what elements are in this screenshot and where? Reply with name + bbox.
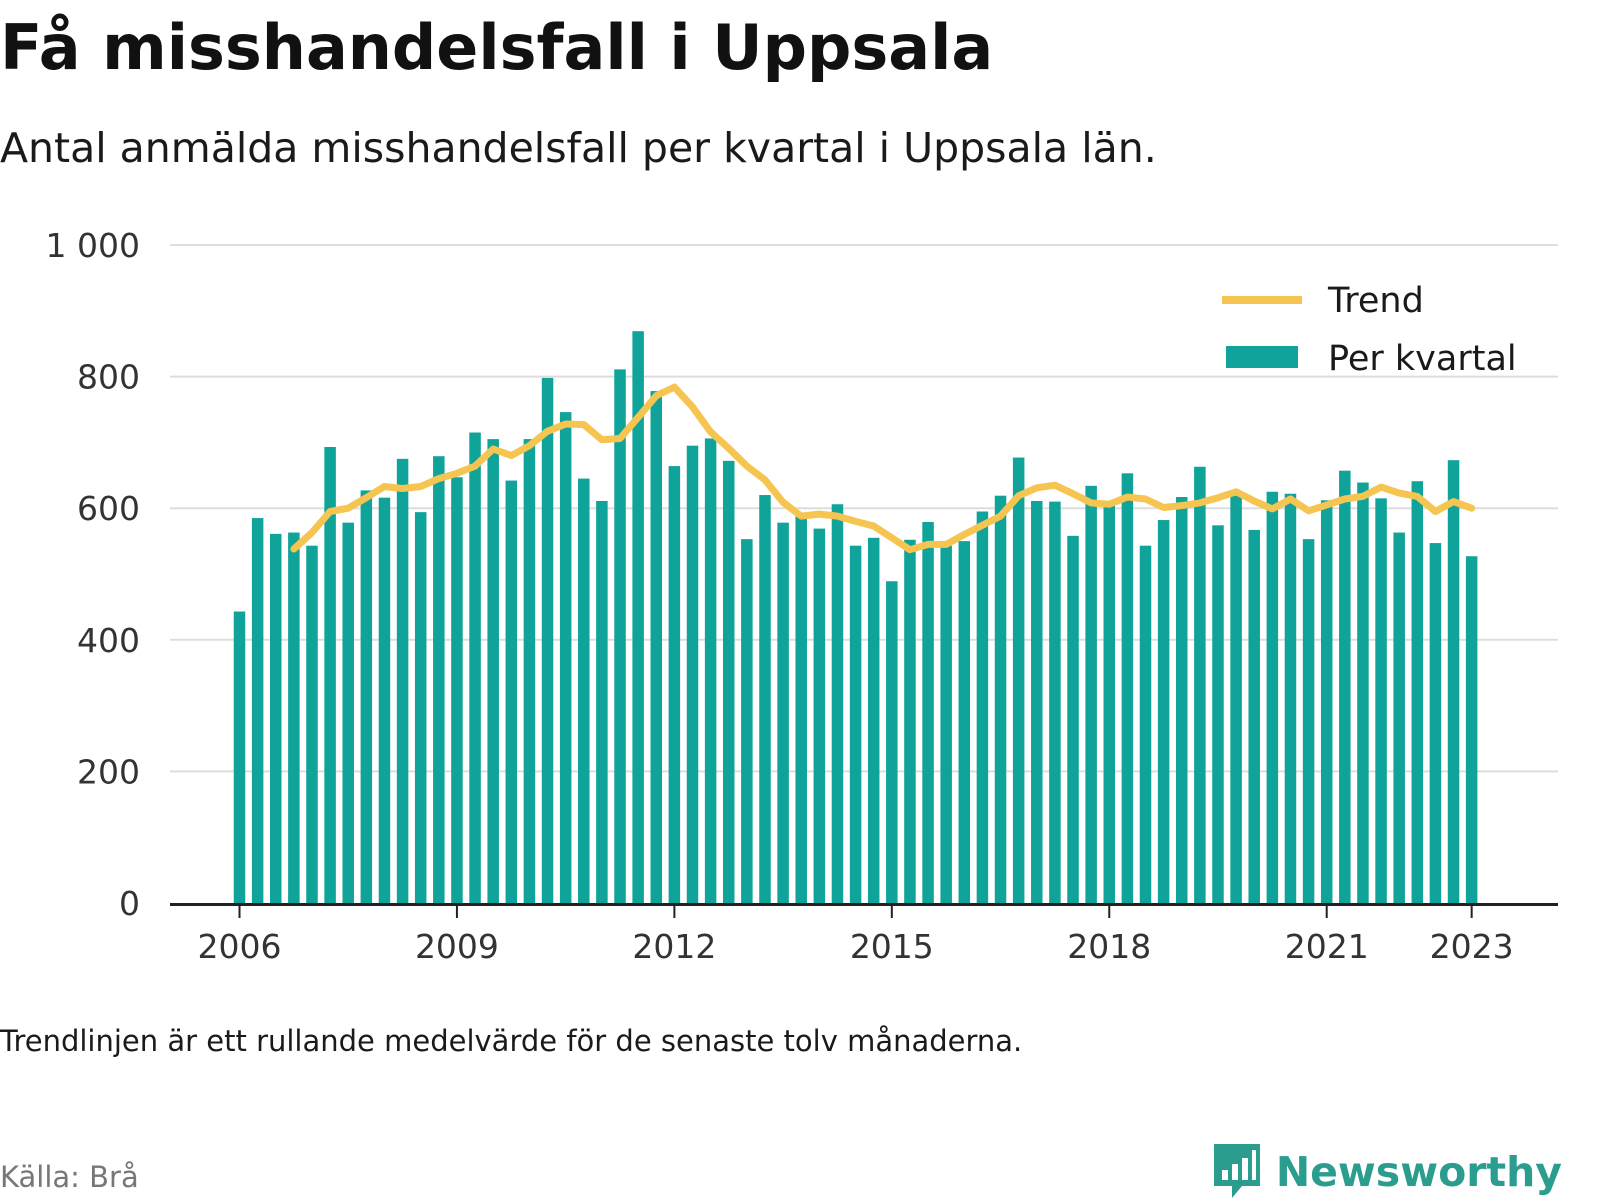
bar xyxy=(1139,545,1152,903)
legend: Trend Per kvartal xyxy=(1180,262,1520,379)
bar xyxy=(1175,497,1188,903)
bar xyxy=(378,497,391,903)
bar xyxy=(922,522,934,903)
bar xyxy=(233,611,246,903)
bar xyxy=(269,533,282,903)
bar xyxy=(886,581,898,903)
bar xyxy=(1284,493,1297,903)
bar xyxy=(958,541,971,903)
bar xyxy=(1067,535,1079,903)
trend-line xyxy=(290,383,1476,554)
bar xyxy=(867,537,880,903)
bar xyxy=(469,432,481,903)
bar-chart-speech-bubble-icon xyxy=(1213,1144,1260,1198)
bar xyxy=(795,513,807,903)
bar xyxy=(1465,556,1478,903)
bar xyxy=(1031,500,1043,903)
x-tick-label: 2018 xyxy=(1067,927,1151,966)
bar xyxy=(251,518,264,903)
chart-subtitle: Antal anmälda misshandelsfall per kvarta… xyxy=(0,124,1157,172)
bar xyxy=(940,545,952,903)
brand-logo: Newsworthy xyxy=(1210,1140,1562,1204)
bar xyxy=(523,439,536,903)
y-tick-label: 1 000 xyxy=(46,226,140,265)
y-tick-label: 600 xyxy=(77,489,140,528)
bar xyxy=(1085,485,1097,903)
bar xyxy=(759,495,771,903)
brand-name: Newsworthy xyxy=(1275,1148,1562,1196)
bar xyxy=(1103,503,1116,903)
x-tick-label: 2012 xyxy=(632,927,716,966)
bar xyxy=(1411,481,1424,903)
bar xyxy=(614,369,626,903)
bar xyxy=(1266,491,1279,903)
bar xyxy=(1339,470,1351,903)
legend-trend-label: Trend xyxy=(1327,281,1424,321)
bar xyxy=(1194,466,1206,903)
bar xyxy=(1320,500,1333,903)
bar xyxy=(596,500,608,903)
bar xyxy=(505,480,518,903)
bar xyxy=(831,504,844,903)
footnote: Trendlinjen är ett rullande medelvärde f… xyxy=(0,1024,1023,1058)
bar xyxy=(342,522,354,903)
bar xyxy=(650,391,663,903)
bar xyxy=(741,539,753,903)
bar xyxy=(994,495,1007,903)
bar xyxy=(1157,520,1170,903)
bar xyxy=(433,456,445,903)
x-tick-label: 2009 xyxy=(415,927,499,966)
bar xyxy=(904,539,916,903)
y-tick-label: 0 xyxy=(119,884,140,923)
bar xyxy=(976,511,989,903)
source-label: Källa: Brå xyxy=(0,1160,139,1194)
x-axis-ticks: 2006 2009 2012 2015 2018 2021 2023 xyxy=(198,906,1514,966)
bar xyxy=(541,377,554,903)
bar xyxy=(1212,525,1224,903)
bar xyxy=(396,458,409,903)
bar xyxy=(288,532,300,903)
x-tick-label: 2023 xyxy=(1430,927,1514,966)
y-tick-label: 200 xyxy=(77,752,140,791)
bar xyxy=(1429,543,1442,903)
legend-bar-swatch xyxy=(1226,346,1298,368)
bar xyxy=(306,545,318,903)
bar xyxy=(813,528,826,903)
bar xyxy=(849,545,862,903)
x-tick-label: 2015 xyxy=(850,927,934,966)
bar xyxy=(704,438,717,903)
bar xyxy=(1302,539,1315,903)
bar xyxy=(1121,473,1134,903)
bar xyxy=(1049,501,1061,903)
bar xyxy=(777,522,789,903)
bar xyxy=(559,412,572,903)
bar xyxy=(722,460,735,903)
bar-series-per-kvartal xyxy=(233,331,1478,903)
legend-bar-label: Per kvartal xyxy=(1328,339,1517,379)
chart-title: Få misshandelsfall i Uppsala xyxy=(0,11,994,84)
bar xyxy=(1248,529,1260,903)
bar xyxy=(360,490,373,903)
bar xyxy=(324,447,336,903)
bar xyxy=(632,331,644,903)
bar xyxy=(1012,457,1025,903)
bar xyxy=(1393,532,1405,903)
x-tick-label: 2021 xyxy=(1285,927,1369,966)
bar xyxy=(1447,460,1460,903)
bar xyxy=(686,445,699,903)
y-tick-label: 800 xyxy=(77,358,140,397)
bar xyxy=(1357,482,1369,903)
bar xyxy=(1230,495,1242,903)
bar xyxy=(414,512,427,903)
y-tick-label: 400 xyxy=(77,621,140,660)
bar xyxy=(668,466,681,903)
bar xyxy=(578,478,590,903)
bar xyxy=(1375,498,1387,903)
x-tick-label: 2006 xyxy=(198,927,282,966)
bar xyxy=(487,439,499,903)
y-axis-ticks: 0 200 400 600 800 1 000 xyxy=(46,226,140,923)
bar xyxy=(451,477,463,903)
